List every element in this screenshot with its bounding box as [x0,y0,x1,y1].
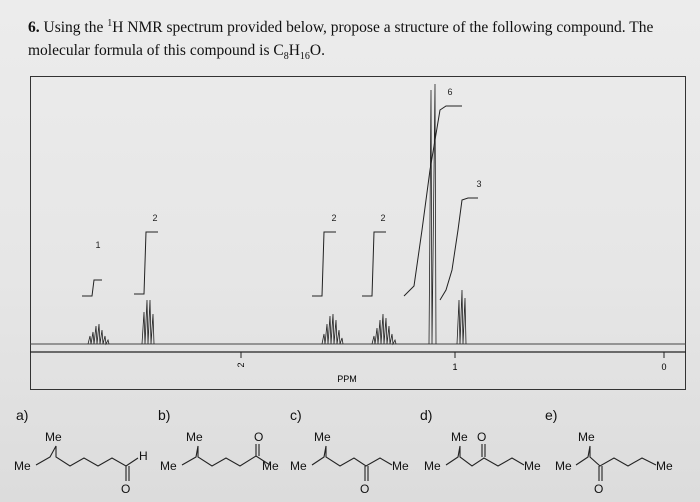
choice-e-atom-me-right: Me [656,459,673,473]
choice-e-atom-me-top: Me [578,430,595,444]
integral-1 [82,279,102,297]
tick-label-1: 1 [452,362,457,372]
choice-c-atom-me-left: Me [290,459,307,473]
integral-label-2c: 2 [380,213,385,223]
choice-b-atom-me-left: Me [160,459,177,473]
choice-c-letter: c) [290,407,302,423]
integral-6 [403,105,462,297]
integral-2c [362,231,386,297]
integral-label-2b: 2 [331,213,336,223]
choice-b[interactable]: b) Me Me O Me [158,407,279,473]
choice-c-atom-me-top: Me [314,430,331,444]
question-text-a: Using the [39,19,108,37]
peak-multiplet-3 [321,313,344,345]
choice-a-atom-me-left: Me [14,459,31,473]
integral-label-2a: 2 [152,213,157,223]
choice-d-atom-me-top: Me [451,430,468,444]
choice-a-atom-o: O [121,482,130,496]
question-number: 6. [28,19,40,37]
formula-c-count: 8 [283,51,289,63]
choice-a-letter: a) [16,407,28,423]
integral-label-3: 3 [476,179,481,189]
peak-multiplet-1 [87,323,110,346]
formula-h: H [288,42,300,60]
choice-c-atom-o: O [360,482,369,496]
peak-doublet-6h [428,83,437,345]
formula-o: O. [309,42,325,60]
choice-a-atom-me-top: Me [45,430,62,444]
choice-c[interactable]: c) Me Me O Me [290,407,409,496]
choice-d-atom-o: O [477,430,486,444]
question-line-2: molecular formula of this compound is C8… [28,39,688,68]
choice-d-letter: d) [420,407,432,423]
tick-label-0: 0 [661,362,666,372]
peak-triplet-3h [456,289,467,345]
choice-d-skeleton [445,445,525,467]
integral-3 [439,197,478,301]
choice-d-atom-me-left: Me [424,459,441,473]
choice-d[interactable]: d) Me O Me Me [420,407,541,473]
choice-e[interactable]: e) Me Me O Me [545,407,673,496]
integration-curves [82,105,478,301]
axis-label: PPM [337,374,357,384]
peak-multiplet-4 [371,313,397,346]
choice-e-atom-me-left: Me [555,459,572,473]
choice-e-letter: e) [545,407,557,423]
formula-h-count: 16 [299,51,310,63]
integral-label-1: 1 [95,240,100,250]
choice-a[interactable]: a) Me Me H O [14,407,148,496]
question-text: 6. Using the 1H NMR spectrum provided be… [28,12,688,68]
choice-a-skeleton [35,445,139,467]
isotope-superscript: 1 [107,18,113,29]
tick-label-2: 2 [236,362,246,367]
integral-2b [312,231,336,297]
choice-e-skeleton [575,445,657,467]
peaks [87,83,467,346]
question-line-1: 6. Using the 1H NMR spectrum provided be… [28,12,688,39]
choice-e-atom-o: O [594,482,603,496]
choice-b-atom-me-top: Me [186,430,203,444]
choice-d-atom-me-right: Me [524,459,541,473]
question-text-c: molecular formula of this compound is C [28,42,284,60]
integration-labels: 1 2 2 2 6 3 [95,87,481,250]
choice-b-skeleton [181,445,271,467]
choice-c-skeleton [311,445,393,467]
integral-2a [134,231,158,295]
integral-label-6: 6 [447,87,452,97]
choice-c-atom-me-right: Me [392,459,409,473]
peak-quartet-2 [141,299,155,345]
choice-b-atom-o: O [254,430,263,444]
choice-b-letter: b) [158,407,170,423]
choice-a-atom-h: H [139,449,148,463]
spectrum-frame [30,76,686,390]
question-text-b: H NMR spectrum provided below, propose a… [112,19,654,37]
